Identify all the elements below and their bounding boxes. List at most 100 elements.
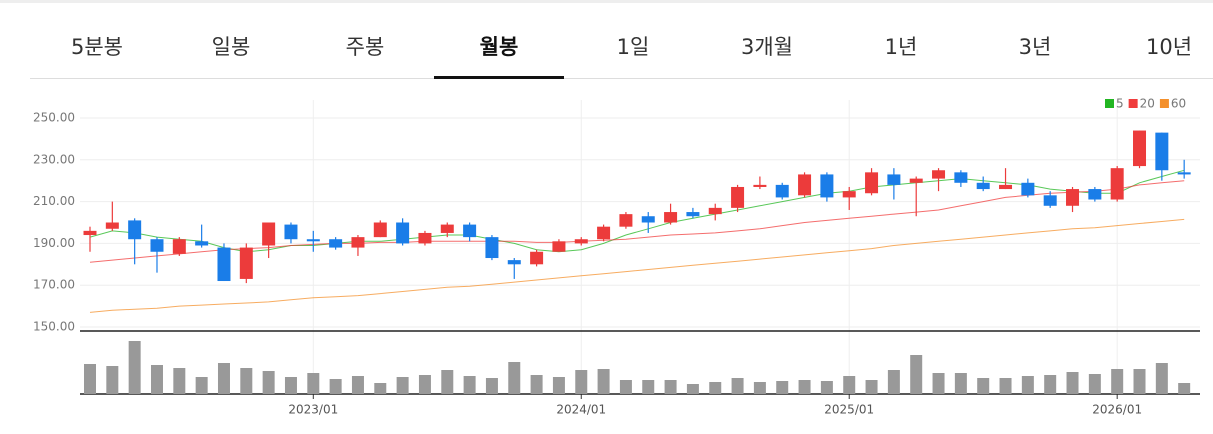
volume-bar	[1178, 383, 1191, 394]
candle-body	[686, 212, 700, 217]
volume-bar	[776, 381, 789, 394]
volume-bar	[396, 377, 409, 394]
y-tick-label: 210.00	[33, 194, 75, 208]
volume-bar	[597, 369, 610, 394]
tab[interactable]: 5분봉	[71, 35, 123, 59]
tab[interactable]: 1년	[885, 35, 918, 59]
legend-label: 60	[1171, 97, 1186, 111]
candle-body	[463, 224, 477, 238]
volume-bar	[552, 377, 565, 394]
volume-bar	[418, 375, 431, 394]
candle-body	[217, 247, 231, 282]
y-tick-label: 150.00	[33, 320, 75, 334]
candle-body	[485, 237, 499, 259]
candle-body	[239, 247, 253, 279]
candle-body	[731, 186, 745, 208]
candle-body	[619, 214, 633, 227]
volume-bar	[932, 373, 945, 394]
candle-body	[351, 237, 365, 248]
candle-body	[999, 184, 1013, 190]
volume-bar	[150, 365, 163, 394]
volume-bar	[910, 355, 923, 394]
x-tick-label: 2025/01	[824, 403, 874, 417]
volume-bar	[954, 373, 967, 394]
volume-bar	[798, 380, 811, 394]
legend-swatch	[1105, 99, 1114, 108]
candle-body	[664, 212, 678, 223]
volume-bar	[463, 376, 476, 394]
top-strip	[0, 0, 1213, 3]
volume-bar	[686, 384, 699, 394]
moving-average-line	[89, 169, 1185, 253]
volume-bar	[843, 376, 856, 394]
volume-bar	[664, 380, 677, 394]
volume-bar	[284, 377, 297, 394]
tab[interactable]: 주봉	[346, 35, 385, 59]
volume-bar	[485, 378, 498, 394]
candle-body	[530, 251, 544, 265]
volume-bar	[106, 366, 119, 394]
x-tick-label: 2023/01	[288, 403, 338, 417]
candle-body	[105, 222, 119, 229]
volume-bar	[262, 371, 275, 394]
candle-body	[842, 191, 856, 198]
candle-body	[150, 239, 164, 252]
candle-body	[909, 178, 923, 183]
tab[interactable]: 10년	[1146, 35, 1192, 59]
y-tick-label: 250.00	[33, 111, 75, 125]
volume-bar	[351, 376, 364, 394]
legend-label: 20	[1140, 97, 1155, 111]
candle-body	[329, 239, 343, 248]
volume-bar	[508, 362, 521, 394]
volume-bar	[128, 341, 141, 394]
candle-body	[1110, 168, 1124, 200]
candle-body	[1021, 182, 1035, 196]
candle-body	[306, 239, 320, 242]
y-tick-label: 190.00	[33, 236, 75, 250]
volume-bar	[731, 378, 744, 394]
x-tick-label: 2024/01	[556, 403, 606, 417]
volume-bar	[441, 370, 454, 394]
volume-bar	[530, 375, 543, 394]
candle-body	[887, 174, 901, 185]
candle-body	[708, 207, 722, 215]
candle-body	[284, 224, 298, 240]
candle-body	[418, 232, 432, 244]
candle-body	[440, 224, 454, 233]
candle-body	[1043, 195, 1057, 206]
candle-body	[798, 174, 812, 196]
volume-bar	[240, 368, 253, 394]
volume-bar	[642, 380, 655, 394]
volume-bar	[820, 381, 833, 394]
volume-bar	[374, 383, 387, 394]
volume-bar	[887, 370, 900, 394]
candle-body	[597, 226, 611, 240]
candle-body	[775, 184, 789, 198]
volume-bar	[977, 378, 990, 394]
y-tick-label: 170.00	[33, 278, 75, 292]
candle-body	[172, 239, 186, 254]
tab[interactable]: 일봉	[212, 35, 251, 59]
candle-body	[641, 216, 655, 223]
volume-bar	[753, 382, 766, 394]
candle-body	[932, 170, 946, 179]
candle-body	[820, 174, 834, 198]
candle-body	[1155, 132, 1169, 171]
volume-bar	[329, 379, 342, 394]
candle-body	[507, 260, 521, 265]
volume-bar	[865, 380, 878, 394]
volume-bar	[709, 382, 722, 394]
tab[interactable]: 3년	[1019, 35, 1052, 59]
volume-bar	[999, 378, 1012, 394]
tab[interactable]: 월봉	[480, 35, 519, 59]
candle-body	[83, 230, 97, 236]
tab[interactable]: 3개월	[741, 35, 793, 59]
volume-bar	[619, 380, 632, 394]
legend-label: 5	[1116, 97, 1124, 111]
moving-average-line	[89, 180, 1185, 263]
candle-body	[976, 182, 990, 190]
volume-bar	[217, 363, 230, 394]
candle-body	[262, 222, 276, 246]
tab[interactable]: 1일	[617, 35, 650, 59]
